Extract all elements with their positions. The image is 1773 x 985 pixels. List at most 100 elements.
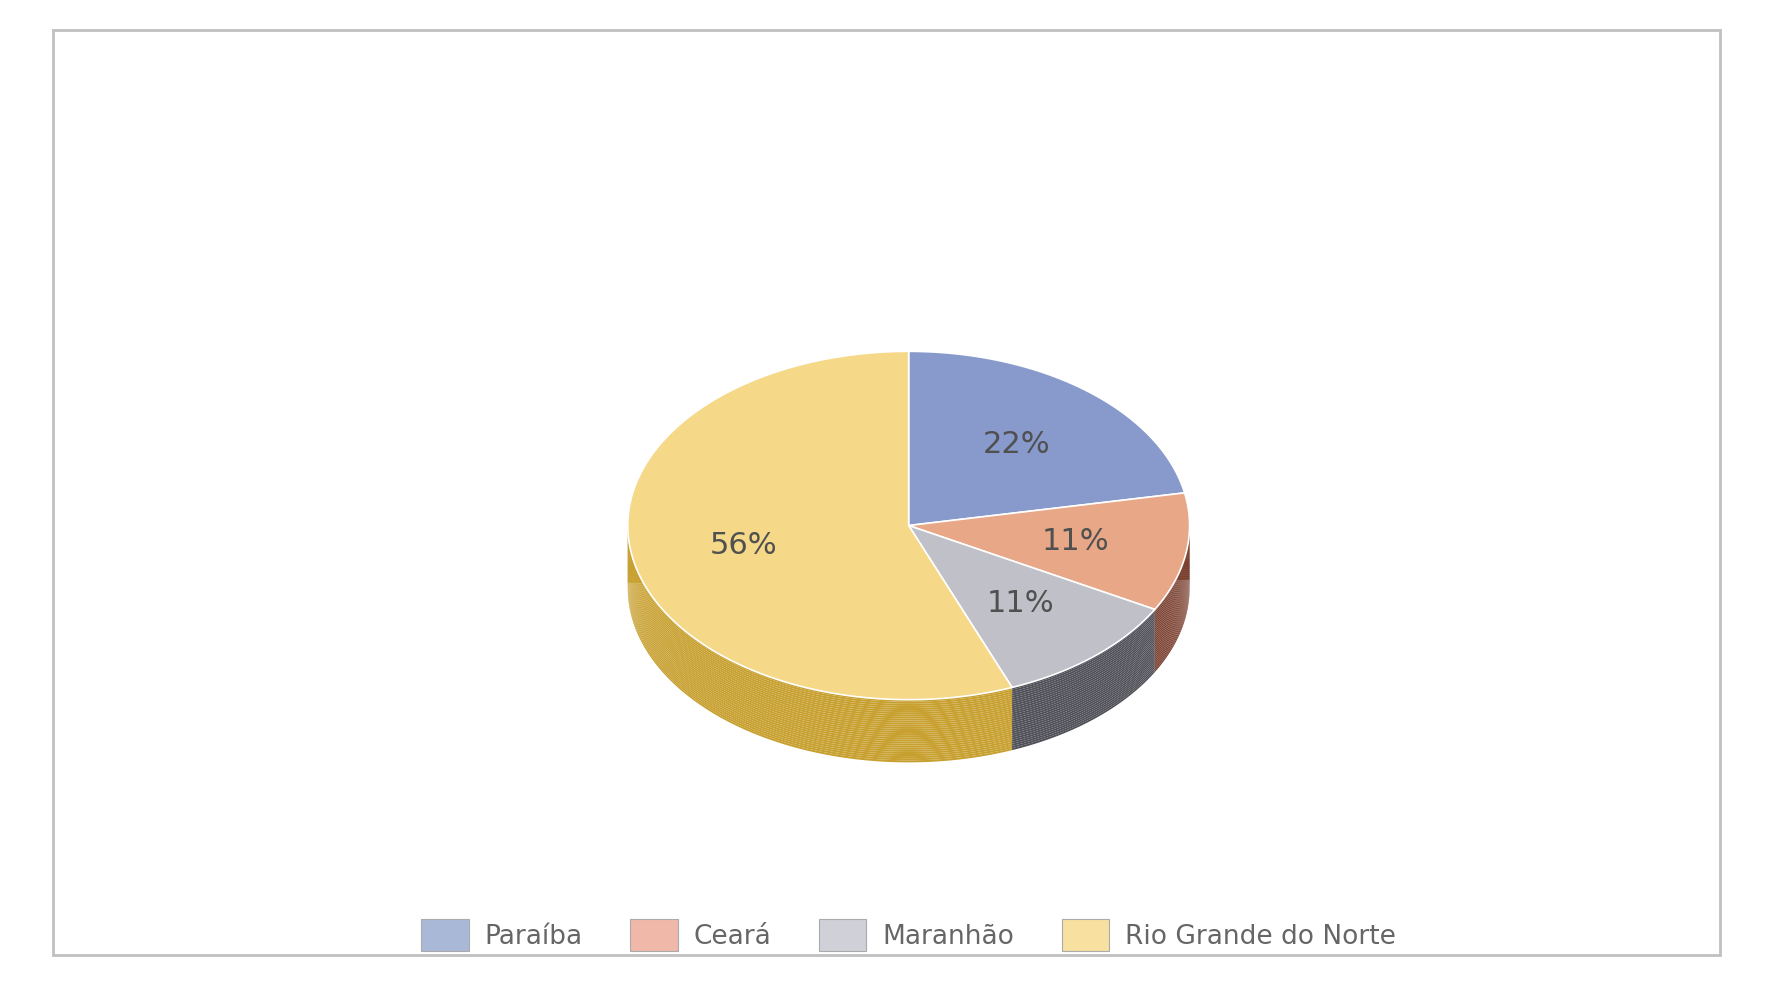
Polygon shape [628, 563, 908, 571]
Polygon shape [908, 560, 1190, 571]
Polygon shape [908, 558, 1190, 569]
Polygon shape [1154, 519, 1190, 614]
Polygon shape [1012, 616, 1154, 695]
Polygon shape [628, 549, 1012, 731]
Polygon shape [908, 526, 1154, 688]
Polygon shape [628, 530, 908, 538]
Polygon shape [908, 523, 1190, 534]
Polygon shape [628, 526, 908, 534]
Polygon shape [1012, 624, 1154, 704]
Polygon shape [1012, 628, 1154, 708]
Polygon shape [1154, 571, 1190, 666]
Polygon shape [628, 543, 908, 551]
Polygon shape [628, 541, 1012, 723]
Polygon shape [628, 522, 1012, 704]
Polygon shape [628, 541, 908, 549]
Polygon shape [1154, 549, 1190, 643]
Polygon shape [1154, 575, 1190, 670]
Polygon shape [908, 540, 1190, 551]
Polygon shape [908, 542, 1190, 553]
Polygon shape [628, 574, 1012, 756]
Polygon shape [1154, 557, 1190, 651]
Polygon shape [908, 549, 1190, 558]
Polygon shape [1012, 632, 1154, 712]
Polygon shape [1154, 525, 1190, 620]
Polygon shape [628, 563, 1012, 746]
Polygon shape [628, 554, 908, 561]
Polygon shape [628, 580, 908, 588]
Polygon shape [908, 557, 1190, 567]
Polygon shape [908, 492, 1190, 610]
Polygon shape [628, 556, 1012, 738]
Polygon shape [628, 565, 908, 573]
Polygon shape [908, 521, 1190, 532]
Polygon shape [628, 578, 908, 586]
Polygon shape [628, 552, 1012, 733]
Polygon shape [908, 571, 1190, 582]
Polygon shape [1012, 655, 1154, 736]
Polygon shape [1012, 653, 1154, 734]
Polygon shape [1154, 555, 1190, 649]
Polygon shape [908, 551, 1190, 561]
Polygon shape [1154, 551, 1190, 645]
Polygon shape [628, 528, 1012, 710]
Polygon shape [628, 537, 908, 545]
Polygon shape [628, 530, 1012, 712]
Polygon shape [628, 556, 908, 563]
Polygon shape [1154, 527, 1190, 622]
Polygon shape [1154, 558, 1190, 653]
Polygon shape [628, 576, 1012, 758]
Polygon shape [1012, 626, 1154, 706]
Polygon shape [1154, 538, 1190, 632]
Polygon shape [628, 561, 1012, 744]
Polygon shape [628, 520, 1012, 701]
Polygon shape [908, 569, 1190, 580]
Polygon shape [908, 519, 1190, 530]
Polygon shape [628, 559, 908, 567]
Polygon shape [628, 568, 908, 575]
Polygon shape [628, 520, 908, 528]
Polygon shape [1154, 567, 1190, 662]
Polygon shape [1154, 562, 1190, 658]
Polygon shape [628, 524, 908, 532]
Polygon shape [1154, 540, 1190, 634]
Polygon shape [908, 532, 1190, 542]
Polygon shape [628, 547, 908, 555]
Polygon shape [628, 522, 908, 530]
Polygon shape [628, 533, 908, 540]
Text: 22%: 22% [982, 430, 1050, 459]
Polygon shape [628, 545, 908, 553]
Polygon shape [1154, 560, 1190, 655]
Polygon shape [908, 525, 1190, 536]
Polygon shape [628, 570, 1012, 752]
Polygon shape [628, 559, 1012, 742]
Polygon shape [628, 352, 1012, 699]
Polygon shape [1012, 641, 1154, 721]
Polygon shape [1012, 645, 1154, 725]
Polygon shape [628, 558, 1012, 740]
Polygon shape [628, 568, 1012, 750]
Polygon shape [628, 539, 1012, 721]
Polygon shape [1012, 614, 1154, 693]
Polygon shape [628, 578, 1012, 760]
Text: 11%: 11% [986, 589, 1053, 619]
Polygon shape [908, 546, 1190, 557]
Polygon shape [908, 577, 1190, 588]
Text: 56%: 56% [709, 531, 777, 559]
Polygon shape [908, 527, 1190, 538]
Polygon shape [1012, 666, 1154, 746]
Polygon shape [908, 536, 1190, 547]
Polygon shape [1012, 658, 1154, 738]
Polygon shape [1154, 523, 1190, 618]
Polygon shape [908, 538, 1190, 549]
Polygon shape [1012, 612, 1154, 691]
Polygon shape [1012, 651, 1154, 731]
Polygon shape [908, 534, 1190, 545]
Polygon shape [628, 528, 908, 536]
Polygon shape [628, 539, 908, 547]
Polygon shape [628, 537, 1012, 718]
Polygon shape [908, 544, 1190, 555]
Polygon shape [1012, 622, 1154, 702]
Polygon shape [628, 554, 1012, 735]
Polygon shape [908, 553, 1190, 563]
